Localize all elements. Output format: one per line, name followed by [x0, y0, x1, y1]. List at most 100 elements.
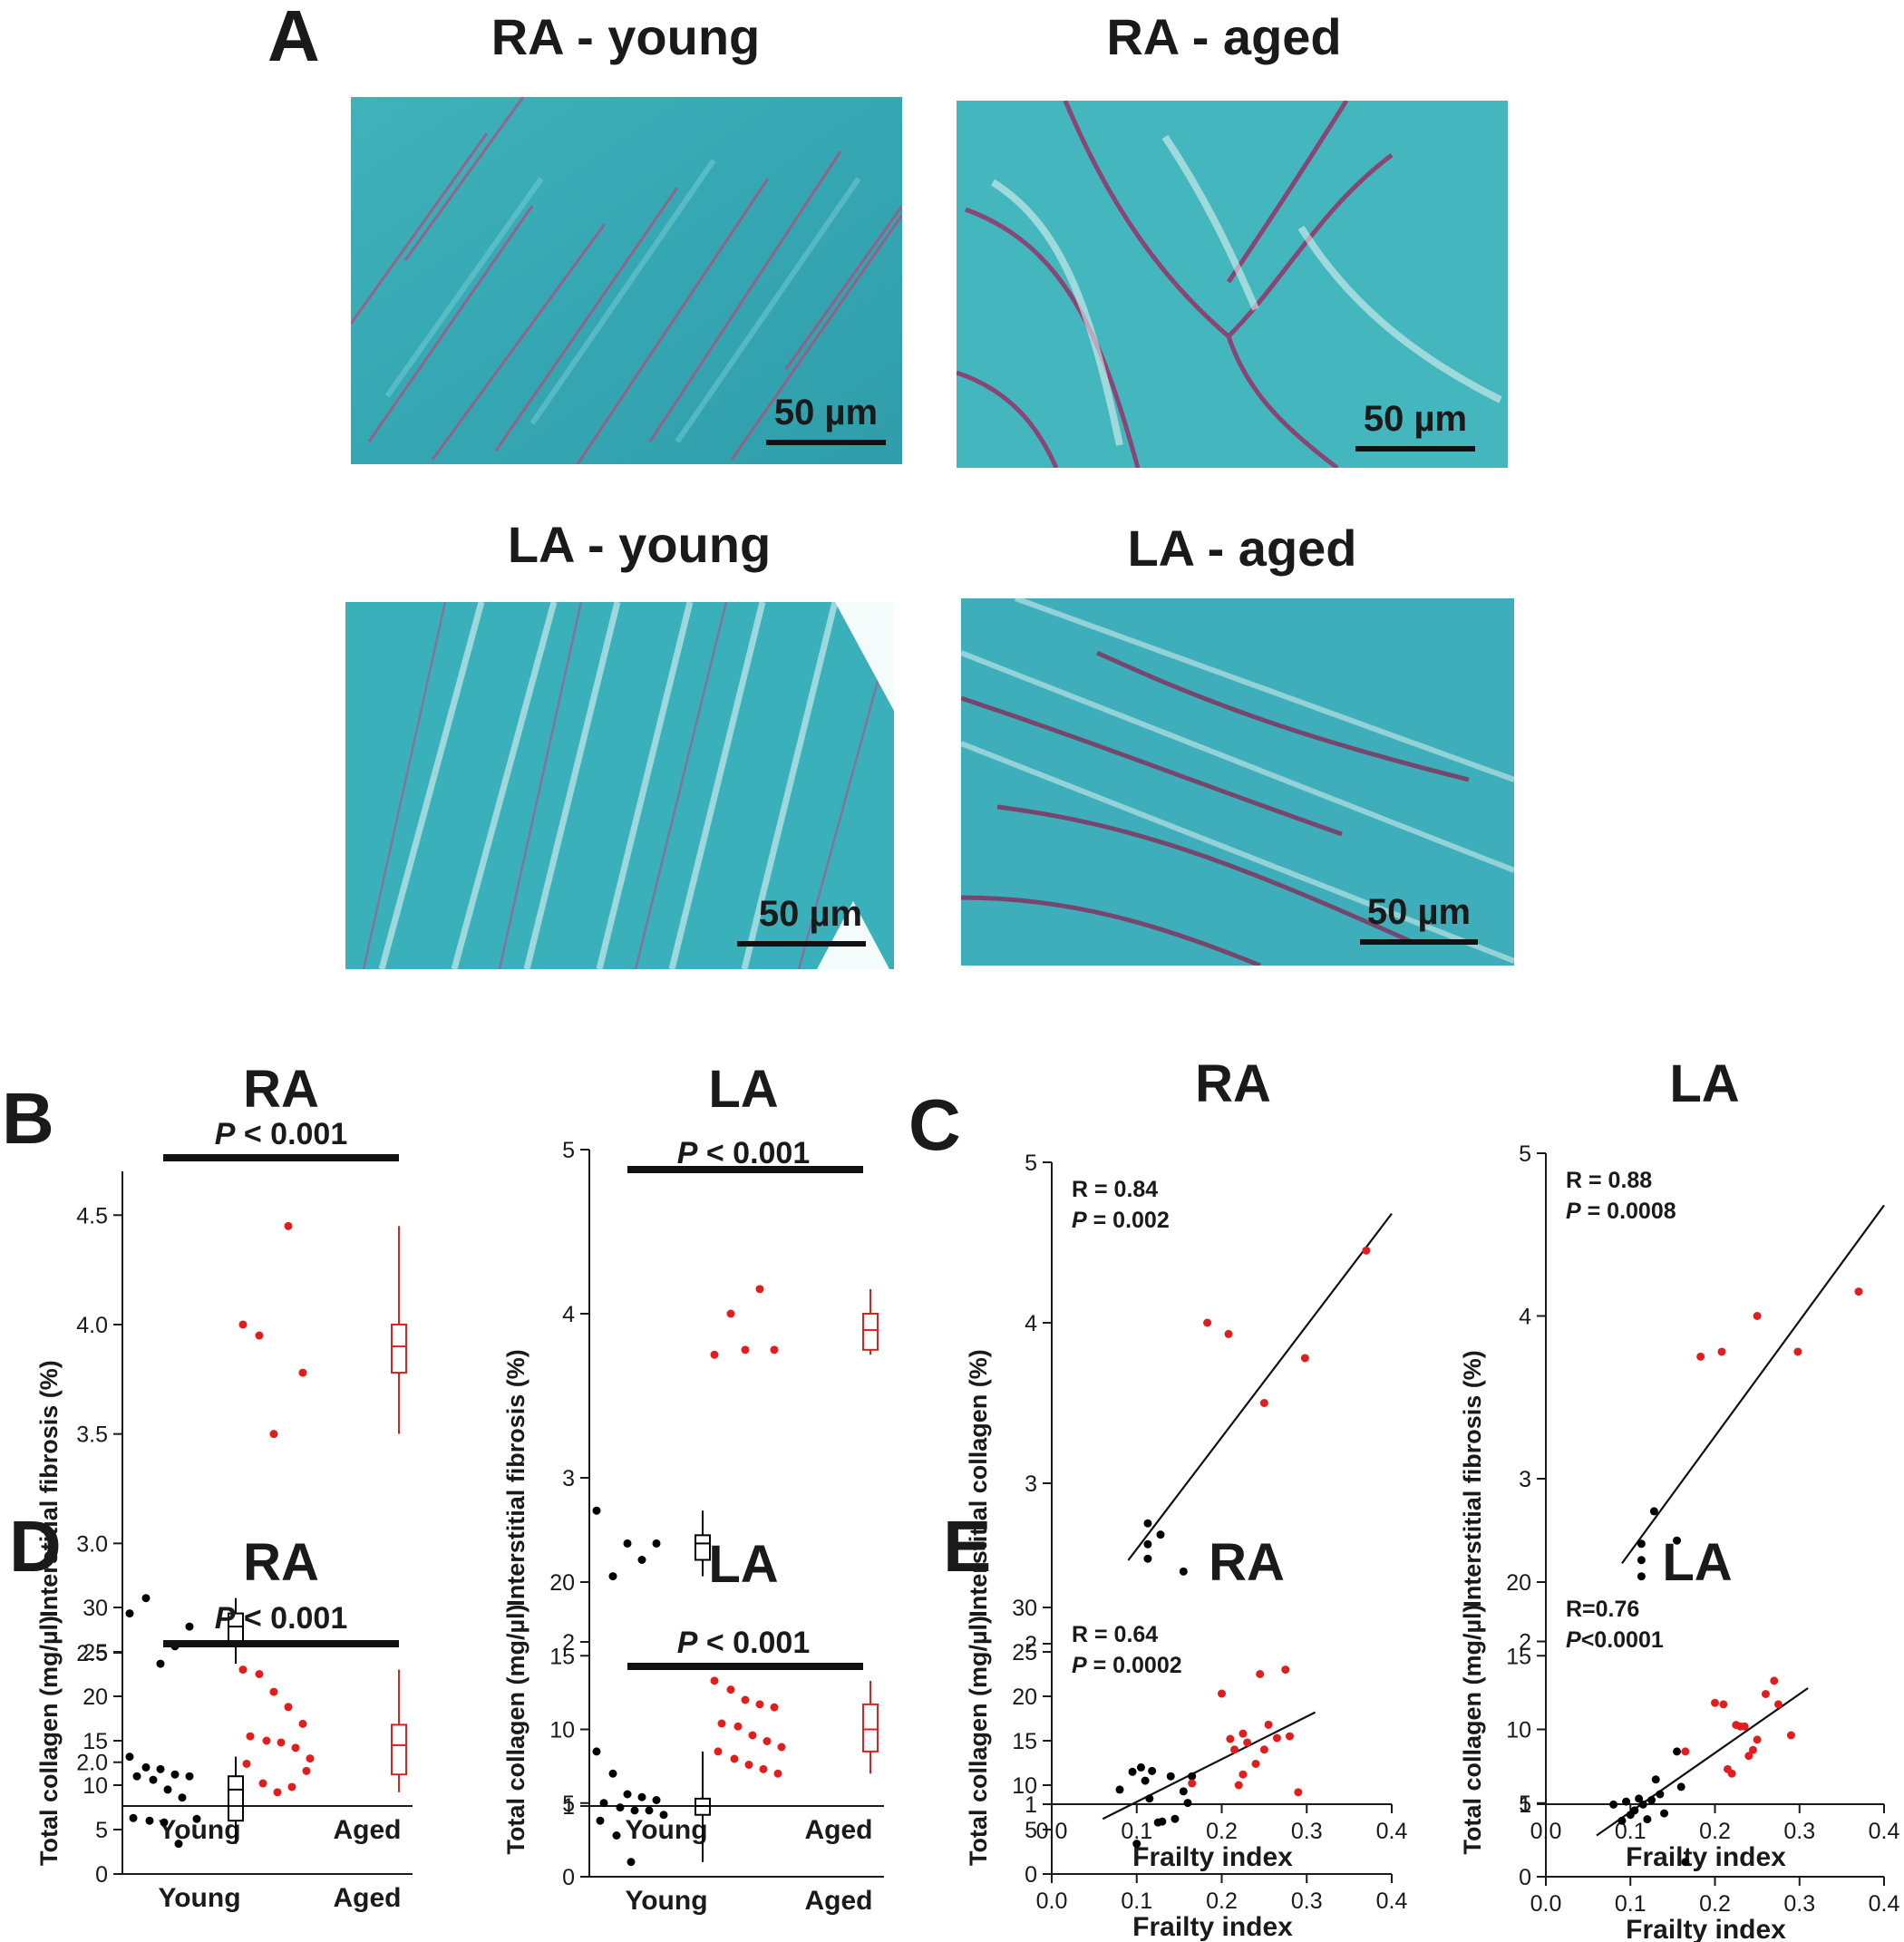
- y-tick-label: 1: [1519, 1792, 1531, 1818]
- data-point: [302, 1766, 311, 1775]
- y-tick-label: 10: [1506, 1718, 1531, 1743]
- x-tick-label: 0.4: [1376, 1819, 1408, 1844]
- x-axis-label: Frailty index: [1626, 1842, 1786, 1872]
- data-point: [242, 1759, 251, 1768]
- data-point: [1239, 1729, 1248, 1738]
- data-point: [185, 1772, 194, 1781]
- y-tick-label: 2.5: [76, 1641, 108, 1666]
- data-point: [141, 1762, 151, 1772]
- y-axis-label: Total collagen (mg/µl): [35, 1616, 63, 1866]
- data-point: [284, 1221, 293, 1230]
- data-point: [306, 1754, 315, 1763]
- y-tick-label: 15: [1012, 1729, 1037, 1754]
- x-tick-label: 0.4: [1376, 1889, 1408, 1914]
- x-tick-label: 0.1: [1121, 1889, 1152, 1914]
- data-point: [1179, 1787, 1188, 1796]
- data-point: [730, 1754, 739, 1763]
- y-tick-label: 2.0: [76, 1751, 108, 1776]
- data-point: [733, 1722, 743, 1731]
- data-point: [1136, 1762, 1145, 1772]
- data-point: [616, 1803, 625, 1812]
- data-point: [1770, 1676, 1779, 1685]
- data-point: [592, 1747, 601, 1756]
- data-point: [741, 1345, 750, 1355]
- data-point: [1727, 1769, 1736, 1778]
- data-point: [1294, 1788, 1303, 1797]
- x-category-label: Aged: [334, 1815, 402, 1845]
- data-point: [1115, 1785, 1124, 1794]
- x-tick-label: 0.1: [1615, 1891, 1647, 1917]
- data-point: [1676, 1782, 1685, 1791]
- data-point: [1647, 1796, 1656, 1804]
- y-tick-label: 5: [1025, 1151, 1037, 1176]
- data-point: [755, 1285, 764, 1294]
- chart-d-la: 0 5 10 15 20 Total collagen (mg/µl) Young Aged P…: [502, 1570, 884, 1916]
- chart-d-ra: 0 5 10 15 20 25 30 Total collagen (mg/µl) Young A…: [35, 1596, 413, 1913]
- significance-label: P < 0.001: [215, 1117, 348, 1151]
- axes: [1051, 1162, 1392, 1805]
- x-tick-label: 0.3: [1291, 1889, 1323, 1914]
- data-point: [608, 1769, 617, 1778]
- data-point: [1281, 1665, 1290, 1675]
- chart-e-la: 0 5 10 15 20 Total collagen (mg/µl) 0.0 0.1 0.2 0…: [1459, 1570, 1899, 1942]
- svg-text:50 µm: 50 µm: [759, 894, 862, 934]
- correlation-p: P = 0.0002: [1072, 1653, 1182, 1678]
- x-tick-label: 0.2: [1699, 1891, 1731, 1917]
- significance-label: P < 0.001: [677, 1136, 811, 1170]
- data-point: [726, 1309, 735, 1318]
- data-point: [1637, 1539, 1646, 1549]
- panel-label-d: D: [9, 1506, 62, 1587]
- data-point: [1617, 1816, 1627, 1825]
- box-plot: [391, 1669, 407, 1792]
- data-point: [652, 1796, 661, 1804]
- data-point: [1203, 1318, 1212, 1327]
- data-point: [269, 1430, 278, 1439]
- y-tick-label: 25: [1012, 1640, 1037, 1665]
- y-tick-label: 3: [562, 1466, 575, 1491]
- y-tick-label: 4.5: [76, 1203, 108, 1228]
- data-point: [1681, 1858, 1690, 1867]
- data-point: [1234, 1781, 1243, 1790]
- regression-line: [1102, 1711, 1316, 1821]
- data-point: [163, 1785, 172, 1794]
- data-point: [1218, 1689, 1226, 1698]
- y-tick-label: 2: [562, 1630, 575, 1656]
- chart-title-c-la: LA: [1669, 1054, 1740, 1113]
- data-point: [645, 1806, 654, 1815]
- data-point: [630, 1806, 639, 1815]
- regression-line: [1127, 1212, 1393, 1561]
- x-category-label: Aged: [334, 1883, 402, 1913]
- box-plot: [862, 1288, 879, 1355]
- x-tick-label: 0.2: [1206, 1819, 1238, 1844]
- data-point: [1696, 1352, 1705, 1361]
- data-point: [277, 1738, 286, 1747]
- data-point: [770, 1703, 779, 1712]
- y-axis-label: Interstitial fibrosis (%): [502, 1349, 529, 1607]
- y-tick-label: 5: [1025, 1818, 1037, 1843]
- data-point: [770, 1345, 779, 1355]
- data-point: [185, 1622, 194, 1631]
- data-point: [160, 1818, 169, 1827]
- data-point: [1171, 1814, 1180, 1823]
- y-axis-label: Interstitial fibrosis (%): [1459, 1350, 1486, 1607]
- micrograph-title-ra-young: RA - young: [491, 8, 761, 65]
- box-plot: [228, 1756, 244, 1844]
- x-category-label: Aged: [805, 1815, 873, 1845]
- data-point: [262, 1736, 271, 1745]
- data-point: [1609, 1800, 1618, 1809]
- y-tick-label: 4.0: [76, 1313, 108, 1338]
- data-point: [1145, 1794, 1154, 1803]
- data-point: [1753, 1312, 1762, 1320]
- chart-title-d-la: LA: [708, 1535, 779, 1594]
- data-point: [777, 1743, 786, 1752]
- data-point: [1649, 1507, 1658, 1516]
- data-point: [1188, 1779, 1197, 1788]
- correlation-p: P = 0.0008: [1566, 1199, 1676, 1224]
- x-tick-label: 0.4: [1869, 1819, 1900, 1844]
- y-tick-label: 0: [1025, 1862, 1037, 1888]
- y-tick-label: 0: [562, 1865, 575, 1890]
- significance-label: P < 0.001: [215, 1601, 348, 1636]
- y-tick-label: 5: [562, 1791, 575, 1817]
